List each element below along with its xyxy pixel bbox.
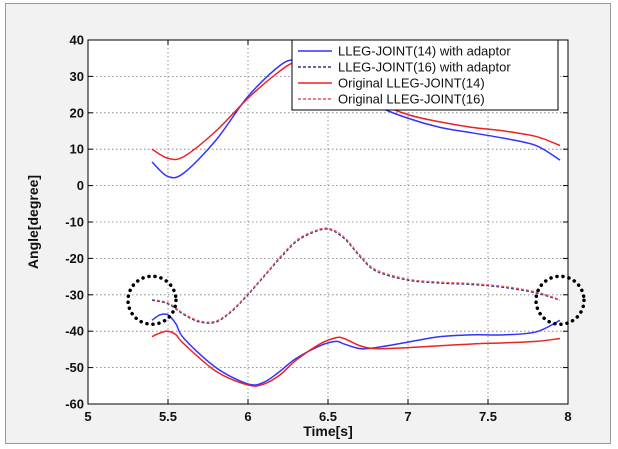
legend-label: LLEG-JOINT(14) with adaptor bbox=[338, 44, 511, 59]
series-line-3 bbox=[151, 227, 561, 323]
x-tick-label: 5.5 bbox=[159, 409, 177, 424]
legend: LLEG-JOINT(14) with adaptorLLEG-JOINT(16… bbox=[291, 39, 559, 111]
x-tick-label: 6.5 bbox=[319, 409, 337, 424]
y-tick-label: 40 bbox=[70, 33, 84, 48]
legend-label: Original LLEG-JOINT(14) bbox=[338, 76, 485, 91]
legend-label: Original LLEG-JOINT(16) bbox=[338, 92, 485, 107]
y-tick-label: 10 bbox=[70, 142, 84, 157]
dotted-circle-annotation bbox=[534, 274, 586, 327]
y-tick-label: -40 bbox=[65, 324, 84, 339]
axis-ticks: 5 5.5 6 6.5 7 7.5 8 -60 -50 -40 -30 -20 -10 0 10 20 30 40 bbox=[65, 33, 571, 425]
x-tick-label: 5 bbox=[84, 409, 91, 424]
y-tick-label: 20 bbox=[70, 105, 84, 120]
x-axis-label: Time[s] bbox=[303, 423, 353, 439]
x-tick-label: 6 bbox=[244, 409, 251, 424]
y-tick-label: -20 bbox=[65, 251, 84, 266]
y-tick-label: -10 bbox=[65, 215, 84, 230]
x-tick-label: 8 bbox=[564, 409, 571, 424]
series-line-4 bbox=[151, 313, 561, 386]
y-tick-label: 30 bbox=[70, 69, 84, 84]
x-tick-label: 7.5 bbox=[479, 409, 497, 424]
legend-label: LLEG-JOINT(16) with adaptor bbox=[338, 60, 511, 75]
y-tick-label: -30 bbox=[65, 287, 84, 302]
dotted-circle-annotation bbox=[126, 274, 178, 327]
y-tick-label: -60 bbox=[65, 397, 84, 412]
y-tick-label: 0 bbox=[77, 178, 84, 193]
y-tick-label: -50 bbox=[65, 360, 84, 375]
series-line-5 bbox=[151, 330, 561, 387]
y-axis-label: Angle[degree] bbox=[25, 175, 41, 269]
x-tick-label: 7 bbox=[404, 409, 411, 424]
series-line-1 bbox=[151, 228, 561, 324]
legend-box bbox=[291, 39, 559, 111]
annotation-layer bbox=[126, 274, 586, 327]
